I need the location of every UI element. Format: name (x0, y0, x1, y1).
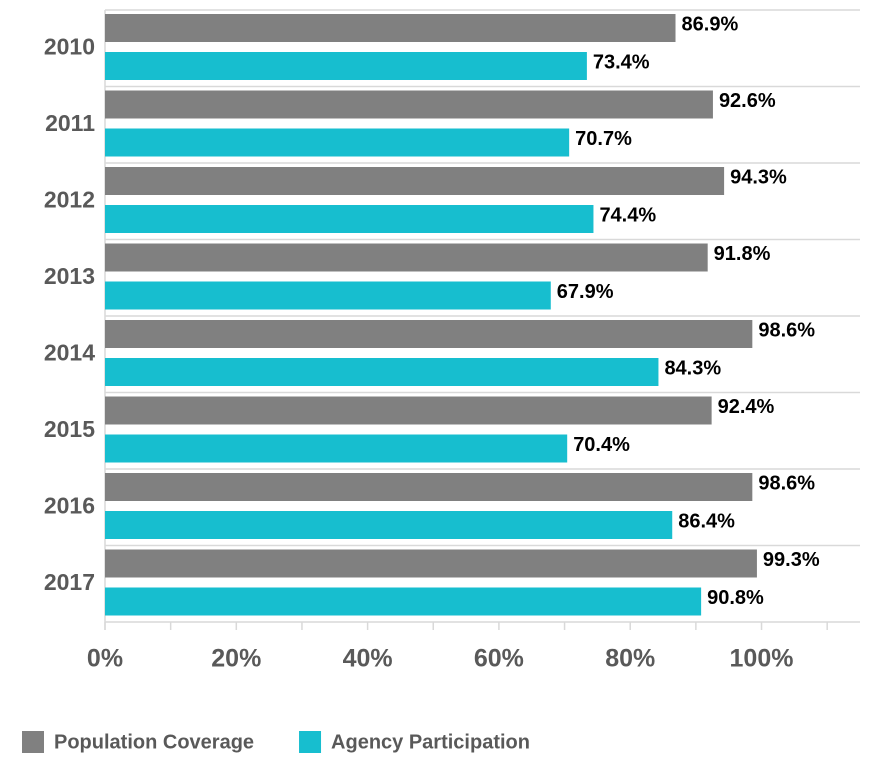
legend-label: Population Coverage (54, 731, 254, 753)
data-label: 86.9% (682, 13, 739, 35)
legend-swatch (299, 731, 322, 753)
data-label: 73.4% (593, 51, 650, 73)
bar (105, 396, 712, 425)
bar (105, 473, 753, 501)
data-label: 91.8% (714, 243, 771, 265)
x-tick-label: 0% (87, 645, 123, 673)
y-tick-label: 2013 (44, 263, 95, 289)
data-label: 98.6% (758, 319, 815, 341)
y-tick-label: 2015 (44, 416, 95, 442)
data-label: 94.3% (730, 166, 787, 188)
y-tick-label: 2014 (44, 339, 95, 365)
y-tick-label: 2010 (44, 33, 95, 59)
data-label: 92.6% (719, 90, 776, 112)
y-tick-label: 2011 (45, 110, 95, 136)
bar (105, 281, 551, 310)
data-label: 74.4% (599, 204, 656, 226)
bar (105, 243, 708, 272)
y-tick-label: 2017 (44, 569, 95, 595)
y-tick-label: 2016 (44, 492, 95, 518)
bar (105, 52, 587, 80)
data-label: 98.6% (758, 472, 815, 494)
data-label: 70.4% (573, 434, 630, 456)
bar (105, 320, 753, 348)
bar (105, 549, 757, 578)
bar (105, 167, 725, 195)
y-tick-label: 2012 (44, 186, 95, 212)
bar (105, 14, 676, 42)
bar (105, 205, 594, 233)
legend-swatch (22, 731, 44, 753)
x-tick-label: 100% (730, 645, 794, 673)
data-label: 67.9% (557, 281, 614, 303)
x-tick-label: 20% (211, 645, 261, 673)
x-tick-label: 60% (474, 645, 524, 673)
bar (105, 90, 713, 119)
data-label: 86.4% (678, 510, 735, 532)
bar (105, 587, 702, 616)
data-label: 90.8% (707, 587, 764, 609)
bar (105, 358, 659, 386)
bar (105, 128, 570, 157)
data-label: 84.3% (664, 357, 721, 379)
bar (105, 511, 673, 539)
data-label: 92.4% (718, 396, 775, 418)
x-tick-label: 80% (605, 645, 655, 673)
x-tick-label: 40% (343, 645, 393, 673)
legend-label: Agency Participation (331, 731, 530, 753)
data-label: 99.3% (763, 549, 820, 571)
bar (105, 434, 568, 463)
data-label: 70.7% (575, 128, 632, 150)
